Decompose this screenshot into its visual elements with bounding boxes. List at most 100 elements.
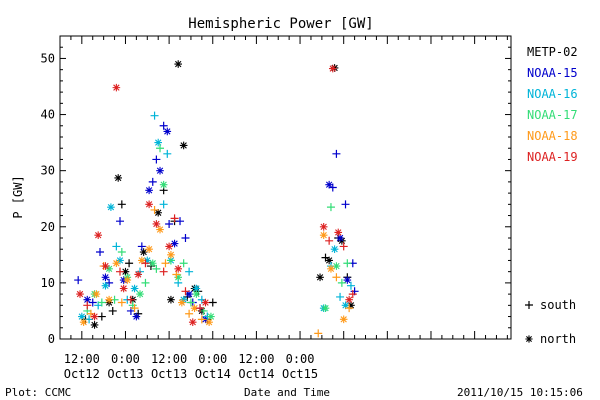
point-metp-02-north xyxy=(167,295,175,304)
point-noaa-17-south xyxy=(343,259,352,268)
point-noaa-19-north xyxy=(90,312,99,321)
legend-item-noaa-17: NOAA-17 xyxy=(527,108,578,122)
point-noaa-15-north xyxy=(156,166,164,175)
point-noaa-15-south xyxy=(159,121,168,130)
y-tick-label: 50 xyxy=(41,51,55,65)
legend-item-noaa-16: NOAA-16 xyxy=(527,87,578,101)
point-noaa-16-north xyxy=(116,256,124,265)
point-noaa-17-south xyxy=(326,203,335,212)
point-noaa-19-north xyxy=(94,231,102,239)
point-noaa-16-north xyxy=(330,245,339,254)
legend-item-metp-02: METP-02 xyxy=(527,45,578,59)
point-metp-02-north xyxy=(347,301,355,310)
point-noaa-15-south xyxy=(181,234,190,242)
point-noaa-18-north xyxy=(190,304,199,312)
point-noaa-17-north xyxy=(136,290,144,298)
point-noaa-16-south xyxy=(163,149,172,158)
point-noaa-18-north xyxy=(319,231,328,239)
data-points xyxy=(74,60,359,338)
legend-item-noaa-18: NOAA-18 xyxy=(527,129,578,143)
point-noaa-19-north xyxy=(328,64,337,73)
point-noaa-19-north xyxy=(345,295,353,304)
point-noaa-15-north xyxy=(336,234,344,242)
point-noaa-17-north xyxy=(148,259,157,268)
point-noaa-16-north xyxy=(143,256,152,265)
point-noaa-15-north xyxy=(343,276,352,284)
point-noaa-19-south xyxy=(170,214,179,223)
point-noaa-15-south xyxy=(137,242,146,251)
point-noaa-19-north xyxy=(188,318,197,326)
x-axis-label: Date and Time xyxy=(244,386,330,399)
point-noaa-17-south xyxy=(117,248,126,257)
point-noaa-18-south xyxy=(332,273,341,282)
point-noaa-16-south xyxy=(112,242,121,251)
point-noaa-15-north xyxy=(83,295,92,304)
point-noaa-19-north xyxy=(174,265,183,273)
point-noaa-19-south xyxy=(141,259,150,268)
point-noaa-15-south xyxy=(328,183,337,192)
x-tick-date-label: Oct13 xyxy=(151,367,187,381)
point-noaa-16-north xyxy=(101,281,110,290)
point-noaa-16-south xyxy=(150,111,159,120)
legend: METP-02 NOAA-15 NOAA-16 NOAA-17 NOAA-18 NOAA-… xyxy=(527,45,578,164)
point-noaa-19-north xyxy=(112,83,121,92)
x-tick-time-label: 0:00 xyxy=(111,352,140,366)
point-noaa-19-north xyxy=(201,298,210,307)
legend-item-noaa-19: NOAA-19 xyxy=(527,150,578,164)
point-noaa-15-south xyxy=(152,155,161,164)
point-noaa-19-south xyxy=(196,304,205,313)
point-noaa-17-south xyxy=(141,278,150,287)
point-noaa-16-south xyxy=(159,200,168,209)
point-noaa-16-north xyxy=(107,203,115,211)
point-noaa-18-south xyxy=(197,315,206,324)
point-noaa-16-south xyxy=(346,281,355,290)
point-noaa-19-north xyxy=(334,228,343,237)
point-noaa-17-north xyxy=(174,273,183,282)
point-noaa-18-south xyxy=(117,298,126,307)
point-noaa-19-south xyxy=(116,267,125,276)
point-noaa-15-north xyxy=(163,127,172,136)
point-noaa-18-south xyxy=(130,304,139,313)
point-noaa-18-north xyxy=(167,251,175,259)
point-metp-02-north xyxy=(174,60,183,68)
point-noaa-18-north xyxy=(79,318,88,326)
point-metp-02-north xyxy=(154,208,163,217)
point-noaa-15-south xyxy=(341,200,350,209)
point-noaa-15-south xyxy=(176,217,185,226)
point-noaa-19-north xyxy=(152,220,161,228)
point-metp-02-north xyxy=(179,141,188,150)
point-noaa-19-north xyxy=(319,222,328,231)
point-noaa-17-north xyxy=(192,290,201,298)
point-noaa-17-south xyxy=(152,264,161,273)
point-metp-02-north xyxy=(325,256,333,265)
point-noaa-19-south xyxy=(348,290,357,299)
chart-title: Hemispheric Power [GW] xyxy=(188,16,373,32)
point-metp-02-south xyxy=(108,306,117,315)
point-noaa-18-south xyxy=(172,270,181,279)
y-tick-label: 40 xyxy=(41,108,55,122)
marker-legend: south north xyxy=(525,298,576,346)
point-metp-02-south xyxy=(97,312,106,321)
y-axis-label: P [GW] xyxy=(11,175,25,218)
point-noaa-18-north xyxy=(327,265,335,273)
point-noaa-19-south xyxy=(159,267,168,276)
point-noaa-15-south xyxy=(74,276,83,285)
point-noaa-15-north xyxy=(132,312,141,321)
point-noaa-17-north xyxy=(321,304,330,312)
point-noaa-17-south xyxy=(156,144,165,153)
point-noaa-18-north xyxy=(145,245,153,254)
point-noaa-18-north xyxy=(92,290,101,298)
point-noaa-18-south xyxy=(314,329,323,338)
point-noaa-17-south xyxy=(337,278,346,287)
point-metp-02-north xyxy=(139,248,148,256)
point-noaa-17-south xyxy=(97,298,106,307)
north-marker-icon xyxy=(525,335,533,343)
point-noaa-15-north xyxy=(185,290,193,298)
point-noaa-16-south xyxy=(336,292,345,301)
point-noaa-15-south xyxy=(165,219,174,228)
point-noaa-17-north xyxy=(207,312,215,321)
point-noaa-16-north xyxy=(341,301,350,310)
point-noaa-17-north xyxy=(332,262,341,270)
point-noaa-17-north xyxy=(159,180,168,189)
point-noaa-16-north xyxy=(130,284,139,293)
